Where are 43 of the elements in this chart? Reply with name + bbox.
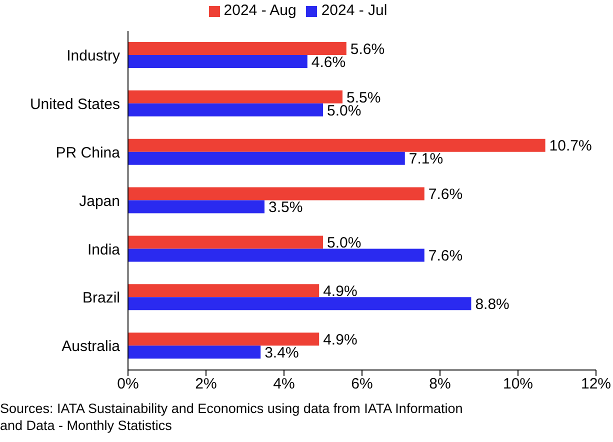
data-label: 4.9% xyxy=(323,282,358,300)
bar xyxy=(128,248,424,262)
x-tick-label: 8% xyxy=(429,376,451,393)
y-tick-label: Australia xyxy=(62,338,121,356)
bar xyxy=(128,297,472,310)
bar xyxy=(128,346,261,359)
x-tick-label: 10% xyxy=(502,376,534,393)
y-tick-label: India xyxy=(87,241,121,258)
data-label: 8.8% xyxy=(475,296,510,313)
data-label: 5.0% xyxy=(327,234,362,252)
bar xyxy=(128,55,308,68)
legend-label: 2024 - Aug xyxy=(224,2,296,19)
y-tick-label: PR China xyxy=(56,144,121,162)
data-label: 7.1% xyxy=(408,150,444,168)
bar xyxy=(128,152,405,165)
data-label: 5.6% xyxy=(350,40,385,58)
bar xyxy=(128,42,346,55)
data-label: 4.9% xyxy=(323,331,358,348)
bar xyxy=(128,103,323,116)
bar xyxy=(128,332,320,346)
data-label: 4.6% xyxy=(311,54,346,71)
x-tick-label: 6% xyxy=(351,376,373,393)
bar xyxy=(128,236,323,249)
data-label: 3.5% xyxy=(268,199,303,216)
y-tick-label: United States xyxy=(30,96,120,113)
bar xyxy=(128,284,320,298)
y-tick-label: Japan xyxy=(79,192,120,210)
data-label: 7.6% xyxy=(428,186,463,204)
bar xyxy=(128,90,342,104)
x-tick-label: 4% xyxy=(273,376,295,393)
source-note: Sources: IATA Sustainability and Economics using data from IATA Information and Data - Monthly Statistics xyxy=(0,400,464,434)
bar xyxy=(128,138,546,152)
y-tick-label: Industry xyxy=(66,48,120,65)
x-tick-label: 2% xyxy=(195,376,217,393)
legend-label: 2024 - Jul xyxy=(321,2,388,19)
x-tick-label: 0% xyxy=(117,376,139,393)
data-label: 7.6% xyxy=(428,248,463,265)
bar xyxy=(128,187,424,200)
bar xyxy=(128,200,264,214)
data-label: 10.7% xyxy=(549,138,592,155)
y-tick-label: Brazil xyxy=(82,290,120,307)
data-label: 3.4% xyxy=(264,344,299,362)
x-tick-label: 12% xyxy=(580,376,612,393)
